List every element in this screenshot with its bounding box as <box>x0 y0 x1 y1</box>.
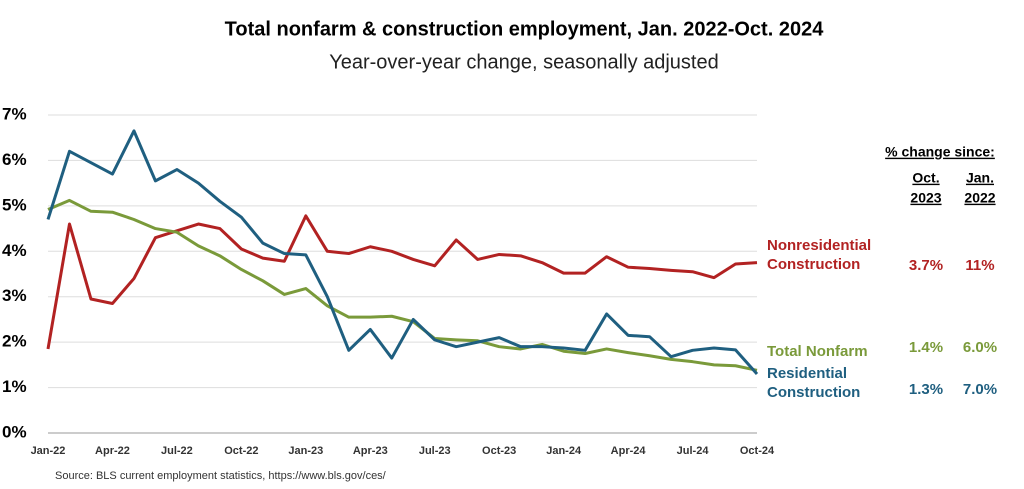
chart-title: Total nonfarm & construction employment,… <box>225 18 825 40</box>
summary-value: 7.0% <box>963 381 997 398</box>
series-line <box>46 214 758 350</box>
y-tick-label: 2% <box>2 332 27 351</box>
y-tick-label: 6% <box>2 150 27 169</box>
x-tick-label: Oct-24 <box>740 445 775 457</box>
legend-label: Residential Construction <box>767 365 861 401</box>
summary-column-header: 2022 <box>964 190 995 206</box>
x-tick-label: Jul-24 <box>677 445 710 457</box>
summary-column-header: Oct. <box>912 170 939 186</box>
y-tick-label: 4% <box>2 241 27 260</box>
summary-column-header: 2023 <box>910 190 941 206</box>
chart-subtitle: Year-over-year change, seasonally adjust… <box>329 51 719 73</box>
y-tick-label: 0% <box>2 422 27 441</box>
summary-column-header: Jan. <box>966 170 994 186</box>
summary-value: 11% <box>965 257 994 274</box>
y-tick-label: 1% <box>2 377 27 396</box>
y-tick-label: 5% <box>2 195 27 214</box>
y-tick-label: 7% <box>2 104 27 123</box>
x-tick-label: Jan-24 <box>546 445 582 457</box>
x-tick-label: Jul-22 <box>161 445 193 457</box>
series-line <box>47 198 758 372</box>
summary-value: 6.0% <box>963 339 997 356</box>
x-tick-label: Oct-23 <box>482 445 516 457</box>
summary-value: 3.7% <box>909 257 943 274</box>
x-tick-label: Apr-24 <box>611 445 647 457</box>
summary-value: 1.4% <box>909 339 943 356</box>
x-tick-label: Apr-23 <box>353 445 388 457</box>
summary-value: 1.3% <box>909 381 943 398</box>
summary-title: % change since: <box>885 144 995 160</box>
legend-label: Total Nonfarm <box>767 343 868 360</box>
x-tick-label: Oct-22 <box>224 445 258 457</box>
x-tick-label: Apr-22 <box>95 445 130 457</box>
x-tick-label: Jan-23 <box>288 445 323 457</box>
series-line <box>46 129 759 375</box>
x-tick-label: Jul-23 <box>419 445 451 457</box>
y-tick-label: 3% <box>2 286 27 305</box>
legend-label: Nonresidential Construction <box>767 237 872 273</box>
x-tick-label: Jan-22 <box>31 445 66 457</box>
source-note: Source: BLS current employment statistic… <box>55 470 387 482</box>
